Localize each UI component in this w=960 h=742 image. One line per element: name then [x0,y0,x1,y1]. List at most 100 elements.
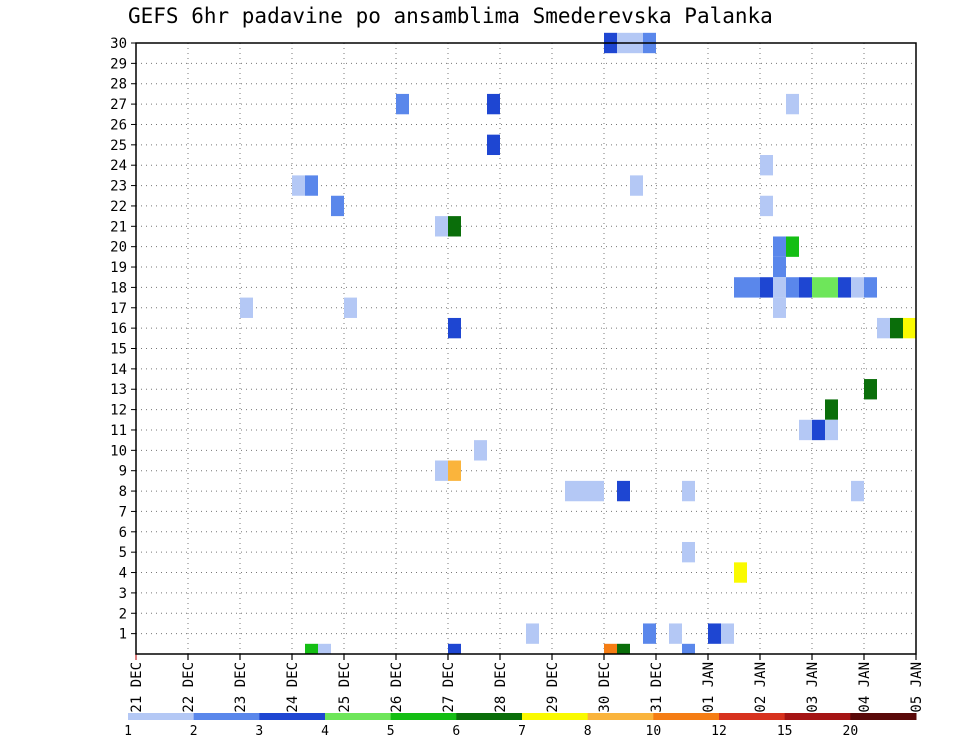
precip-cell [344,297,357,318]
y-tick-label: 28 [110,77,127,93]
precip-cell [851,277,864,298]
precip-cell [617,480,630,502]
colorbar-swatch [390,713,457,720]
precip-cell [890,317,903,339]
precip-cell [903,317,916,339]
colorbar-label: 2 [190,724,198,739]
y-tick-label: 19 [110,260,127,276]
colorbar-label: 15 [777,724,793,739]
precip-cell [565,480,578,502]
ensemble-cells [240,32,916,654]
precip-cell [669,623,682,644]
colorbar-label: 4 [321,724,329,739]
precip-cell [591,480,604,502]
y-tick-label: 13 [110,382,127,398]
colorbar-label: 6 [452,724,460,739]
y-tick-label: 30 [110,36,127,52]
colorbar-swatch [259,713,326,720]
colorbar-swatch [193,713,260,720]
precip-cell [812,419,825,441]
precip-cell [318,643,331,654]
y-tick-label: 25 [110,138,127,154]
precip-cell [864,277,877,298]
precip-cell [682,643,695,654]
y-tick-label: 18 [110,280,127,296]
precip-cell [734,562,747,583]
precip-cell [773,297,786,318]
colorbar-label: 3 [255,724,263,739]
x-tick-label: 01 JAN [701,662,717,713]
precip-cell [292,175,305,196]
precip-cell [786,93,799,115]
precip-cell [630,175,643,196]
x-tick-label: 23 DEC [233,662,249,713]
x-tick-label: 31 DEC [649,662,665,713]
precip-cell [851,480,864,502]
y-tick-label: 7 [119,504,127,520]
x-tick-label: 27 DEC [441,662,457,713]
colorbar-swatch [128,713,195,720]
precip-cell [799,277,812,298]
precip-cell [396,93,409,115]
precip-cell [734,277,747,298]
colorbar-swatch [850,713,917,720]
x-tick-label: 26 DEC [389,662,405,713]
colorbar-swatch [456,713,523,720]
precip-cell [812,277,825,298]
y-tick-label: 17 [110,301,127,317]
precip-cell [448,317,461,339]
y-tick-label: 26 [110,117,127,133]
precip-cell [682,541,695,563]
y-tick-label: 14 [110,362,127,378]
colorbar-label: 5 [387,724,395,739]
precip-cell [604,643,617,654]
colorbar-label: 1 [124,724,132,739]
x-tick-label: 02 JAN [753,662,769,713]
colorbar-label: 10 [646,724,662,739]
y-tick-label: 1 [119,627,127,643]
x-tick-label: 24 DEC [285,662,301,713]
precip-cell [773,256,786,278]
y-tick-label: 8 [119,484,127,500]
precip-cell [825,419,838,441]
x-tick-label: 22 DEC [181,662,197,713]
precip-cell [760,155,773,176]
y-tick-label: 22 [110,199,127,215]
y-tick-label: 24 [110,158,127,174]
precip-cell [578,480,591,502]
precip-cell [786,236,799,257]
precip-cell [877,317,890,339]
colorbar-label: 12 [711,724,727,739]
precip-cell [799,419,812,441]
y-tick-label: 3 [119,586,127,602]
precip-cell [760,277,773,298]
x-tick-label: 05 JAN [909,662,925,713]
precip-cell [474,440,487,461]
precip-cell [240,297,253,318]
precip-cell [773,277,786,298]
precip-cell [448,643,461,654]
chart-title: GEFS 6hr padavine po ansamblima Smederev… [128,4,773,28]
precip-cell [435,216,448,237]
precip-cell [825,277,838,298]
precip-cell [825,399,838,420]
y-axis: 1234567891011121314151617181920212223242… [110,36,136,643]
colorbar-swatch [719,713,786,720]
y-tick-label: 23 [110,179,127,195]
precip-cell [487,134,500,156]
grid [136,42,916,654]
precip-cell [708,623,721,644]
precip-cell [773,236,786,257]
x-tick-label: 25 DEC [337,662,353,713]
colorbar-swatch [587,713,654,720]
colorbar-label: 8 [584,724,592,739]
y-tick-label: 2 [119,606,127,622]
colorbar-swatch [522,713,589,720]
colorbar-swatch [653,713,720,720]
colorbar-label: 20 [843,724,859,739]
precip-cell [617,643,630,654]
y-tick-label: 27 [110,97,127,113]
y-tick-label: 20 [110,240,127,256]
precip-cell [435,460,448,481]
